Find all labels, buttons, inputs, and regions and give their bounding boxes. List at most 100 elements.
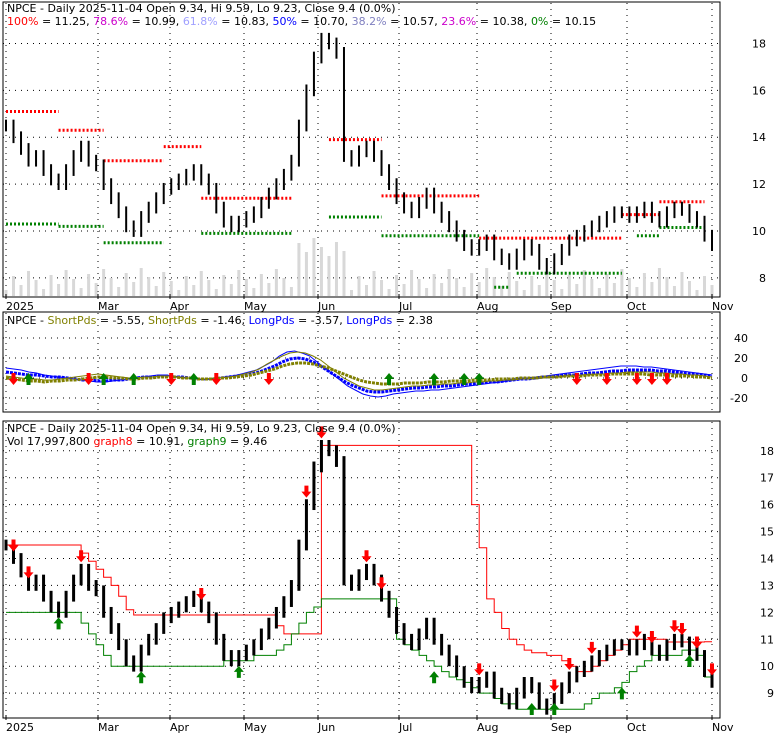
trend-panel-header: NPCE - Daily 2025-11-04 Open 9.34, Hi 9.… (7, 422, 396, 435)
volume-bar (79, 288, 83, 296)
x-tick-label-7: Sep (551, 721, 572, 734)
fib-legend-part-6: 50% (272, 15, 296, 28)
down-arrow-icon (211, 373, 222, 385)
volume-bar (147, 277, 151, 296)
down-arrow-icon (646, 373, 657, 385)
volume-bar (229, 284, 233, 296)
y-tick-label-1: 20 (734, 352, 748, 365)
fib-legend-part-13: = 10.15 (548, 15, 596, 28)
trend-panel-frame (2, 420, 721, 719)
up-arrow-icon (526, 703, 537, 715)
up-arrow-icon (549, 703, 560, 715)
y-tick-label-6: 15 (760, 526, 774, 539)
down-arrow-icon (23, 566, 34, 579)
x-tick-label-6: Aug (477, 721, 498, 734)
volume-bar (627, 278, 631, 296)
trend-legend-part-1: graph8 (93, 435, 132, 448)
volume-bar (304, 252, 308, 296)
volume-bar (267, 283, 271, 296)
volume-bar (334, 242, 338, 296)
volume-bar (132, 282, 136, 296)
price-panel-frame (2, 1, 721, 298)
down-arrow-icon (707, 663, 717, 676)
volume-bar (620, 269, 624, 296)
volume-bar (432, 274, 436, 296)
oscillator-header-part-4: = -1.46, (197, 314, 249, 327)
volume-bar (177, 290, 181, 296)
down-arrow-icon (631, 625, 642, 638)
oscillator-panel-frame (2, 311, 721, 413)
volume-bar (282, 278, 286, 296)
y-tick-label-5: 14 (760, 552, 774, 565)
volume-bar (650, 282, 654, 296)
x-tick-label-5: Jul (398, 300, 412, 313)
up-arrow-icon (53, 617, 64, 630)
x-tick-label-9: Nov (712, 300, 734, 313)
x-tick-label-8: Oct (627, 300, 647, 313)
x-tick-label-0: 2025 (6, 721, 34, 734)
up-arrow-icon (384, 373, 395, 385)
volume-bar (349, 290, 353, 296)
down-arrow-icon (263, 373, 274, 385)
price-panel-grid (3, 3, 720, 296)
price-panel: 8 10 12 14 16 18 2025 Mar Apr May Jun Jul Aug Sep Oct… (2, 1, 766, 313)
y-tick-label-2: 12 (752, 178, 766, 191)
trend-y-ticks: 9 10 11 12 13 14 15 16 17 18 (760, 445, 774, 700)
volume-bar (500, 286, 504, 296)
x-tick-label-5: Jul (398, 721, 412, 734)
volume-bar (199, 271, 203, 296)
oscillator-line-3 (5, 361, 713, 386)
volume-bar (214, 289, 218, 296)
down-arrow-icon (8, 373, 19, 385)
y-tick-label-0: 40 (734, 332, 748, 345)
volume-bar (192, 285, 196, 296)
down-arrow-icon (631, 373, 642, 385)
up-arrow-icon (616, 687, 627, 700)
fib-legend-part-2: 78.6% (93, 15, 128, 28)
trend-arrows (8, 426, 717, 715)
price-x-ticks: 2025 Mar Apr May Jun Jul Aug Sep Oct Nov (5, 294, 734, 313)
oscillator-header-part-7: LongPds (346, 314, 392, 327)
volume-bar (522, 290, 526, 296)
volume-bar (117, 287, 121, 296)
oscillator-header: NPCE - ShortPds = -5.55, ShortPds = -1.4… (7, 314, 433, 327)
fib-legend-part-12: 0% (531, 15, 548, 28)
volume-bar (342, 251, 346, 296)
down-arrow-icon (196, 587, 207, 600)
volume-bar (154, 286, 158, 296)
price-panel-header: NPCE - Daily 2025-11-04 Open 9.34, Hi 9.… (7, 2, 396, 15)
volume-bar (109, 278, 113, 296)
volume-bar (87, 274, 91, 296)
volume-bar (222, 275, 226, 296)
x-tick-label-0: 2025 (6, 300, 34, 313)
volume-bar (312, 238, 316, 296)
down-arrow-icon (361, 550, 372, 563)
volume-bar (410, 270, 414, 296)
oscillator-y-ticks: 40 20 0 -20 (730, 332, 748, 405)
down-arrow-icon (76, 550, 87, 563)
up-arrow-icon (136, 671, 147, 684)
volume-bar (124, 273, 128, 296)
down-arrow-icon (376, 577, 387, 590)
fib-legend-part-0: 100% (7, 15, 38, 28)
trend-panel: 9 10 11 12 13 14 15 16 17 18 2025 Mar Apr May Jun Jul A… (2, 420, 774, 734)
volume-bar (455, 278, 459, 296)
volume-bar (259, 274, 263, 296)
volume-bar (27, 271, 31, 296)
volume-bar (207, 280, 211, 296)
x-tick-label-3: May (244, 300, 267, 313)
volume-bar (57, 284, 61, 296)
volume-bar (537, 285, 541, 296)
volume-bar (702, 276, 706, 296)
y-tick-label-3: 12 (760, 606, 774, 619)
y-tick-label-5: 18 (752, 37, 766, 50)
volume-bar (597, 288, 601, 296)
volume-bar (612, 283, 616, 296)
oscillator-header-part-6: = -3.57, (295, 314, 347, 327)
volume-bar (184, 276, 188, 296)
volume-bar (575, 284, 579, 296)
volume-bar (687, 281, 691, 296)
volume-bar (447, 269, 451, 296)
volume-bar (672, 286, 676, 296)
x-tick-label-3: May (244, 721, 267, 734)
